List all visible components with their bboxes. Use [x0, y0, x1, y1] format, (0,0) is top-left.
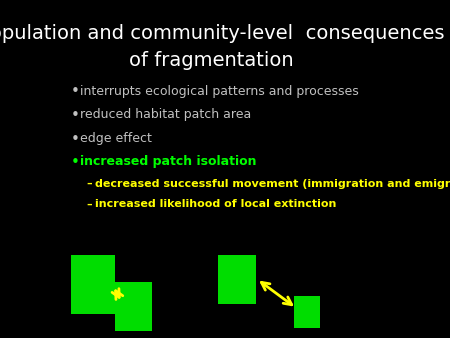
FancyBboxPatch shape: [71, 255, 115, 314]
Text: decreased successful movement (immigration and emigration): decreased successful movement (immigrati…: [95, 179, 450, 189]
Text: •: •: [71, 108, 80, 123]
Text: of fragmentation: of fragmentation: [129, 51, 294, 70]
Text: –: –: [86, 179, 91, 189]
Text: interrupts ecological patterns and processes: interrupts ecological patterns and proce…: [80, 84, 359, 97]
Text: reduced habitat patch area: reduced habitat patch area: [80, 108, 251, 121]
FancyBboxPatch shape: [217, 255, 256, 304]
Text: –: –: [86, 199, 91, 210]
Text: •: •: [71, 132, 80, 147]
Text: •: •: [71, 84, 80, 99]
Text: increased likelihood of local extinction: increased likelihood of local extinction: [95, 199, 337, 210]
Text: increased patch isolation: increased patch isolation: [80, 155, 256, 168]
FancyArrowPatch shape: [261, 282, 292, 305]
FancyArrowPatch shape: [112, 289, 123, 299]
Text: edge effect: edge effect: [80, 132, 152, 145]
Text: •: •: [71, 155, 80, 170]
FancyBboxPatch shape: [115, 282, 152, 331]
FancyBboxPatch shape: [294, 296, 320, 328]
Text: Population and community-level  consequences: Population and community-level consequen…: [0, 24, 444, 43]
